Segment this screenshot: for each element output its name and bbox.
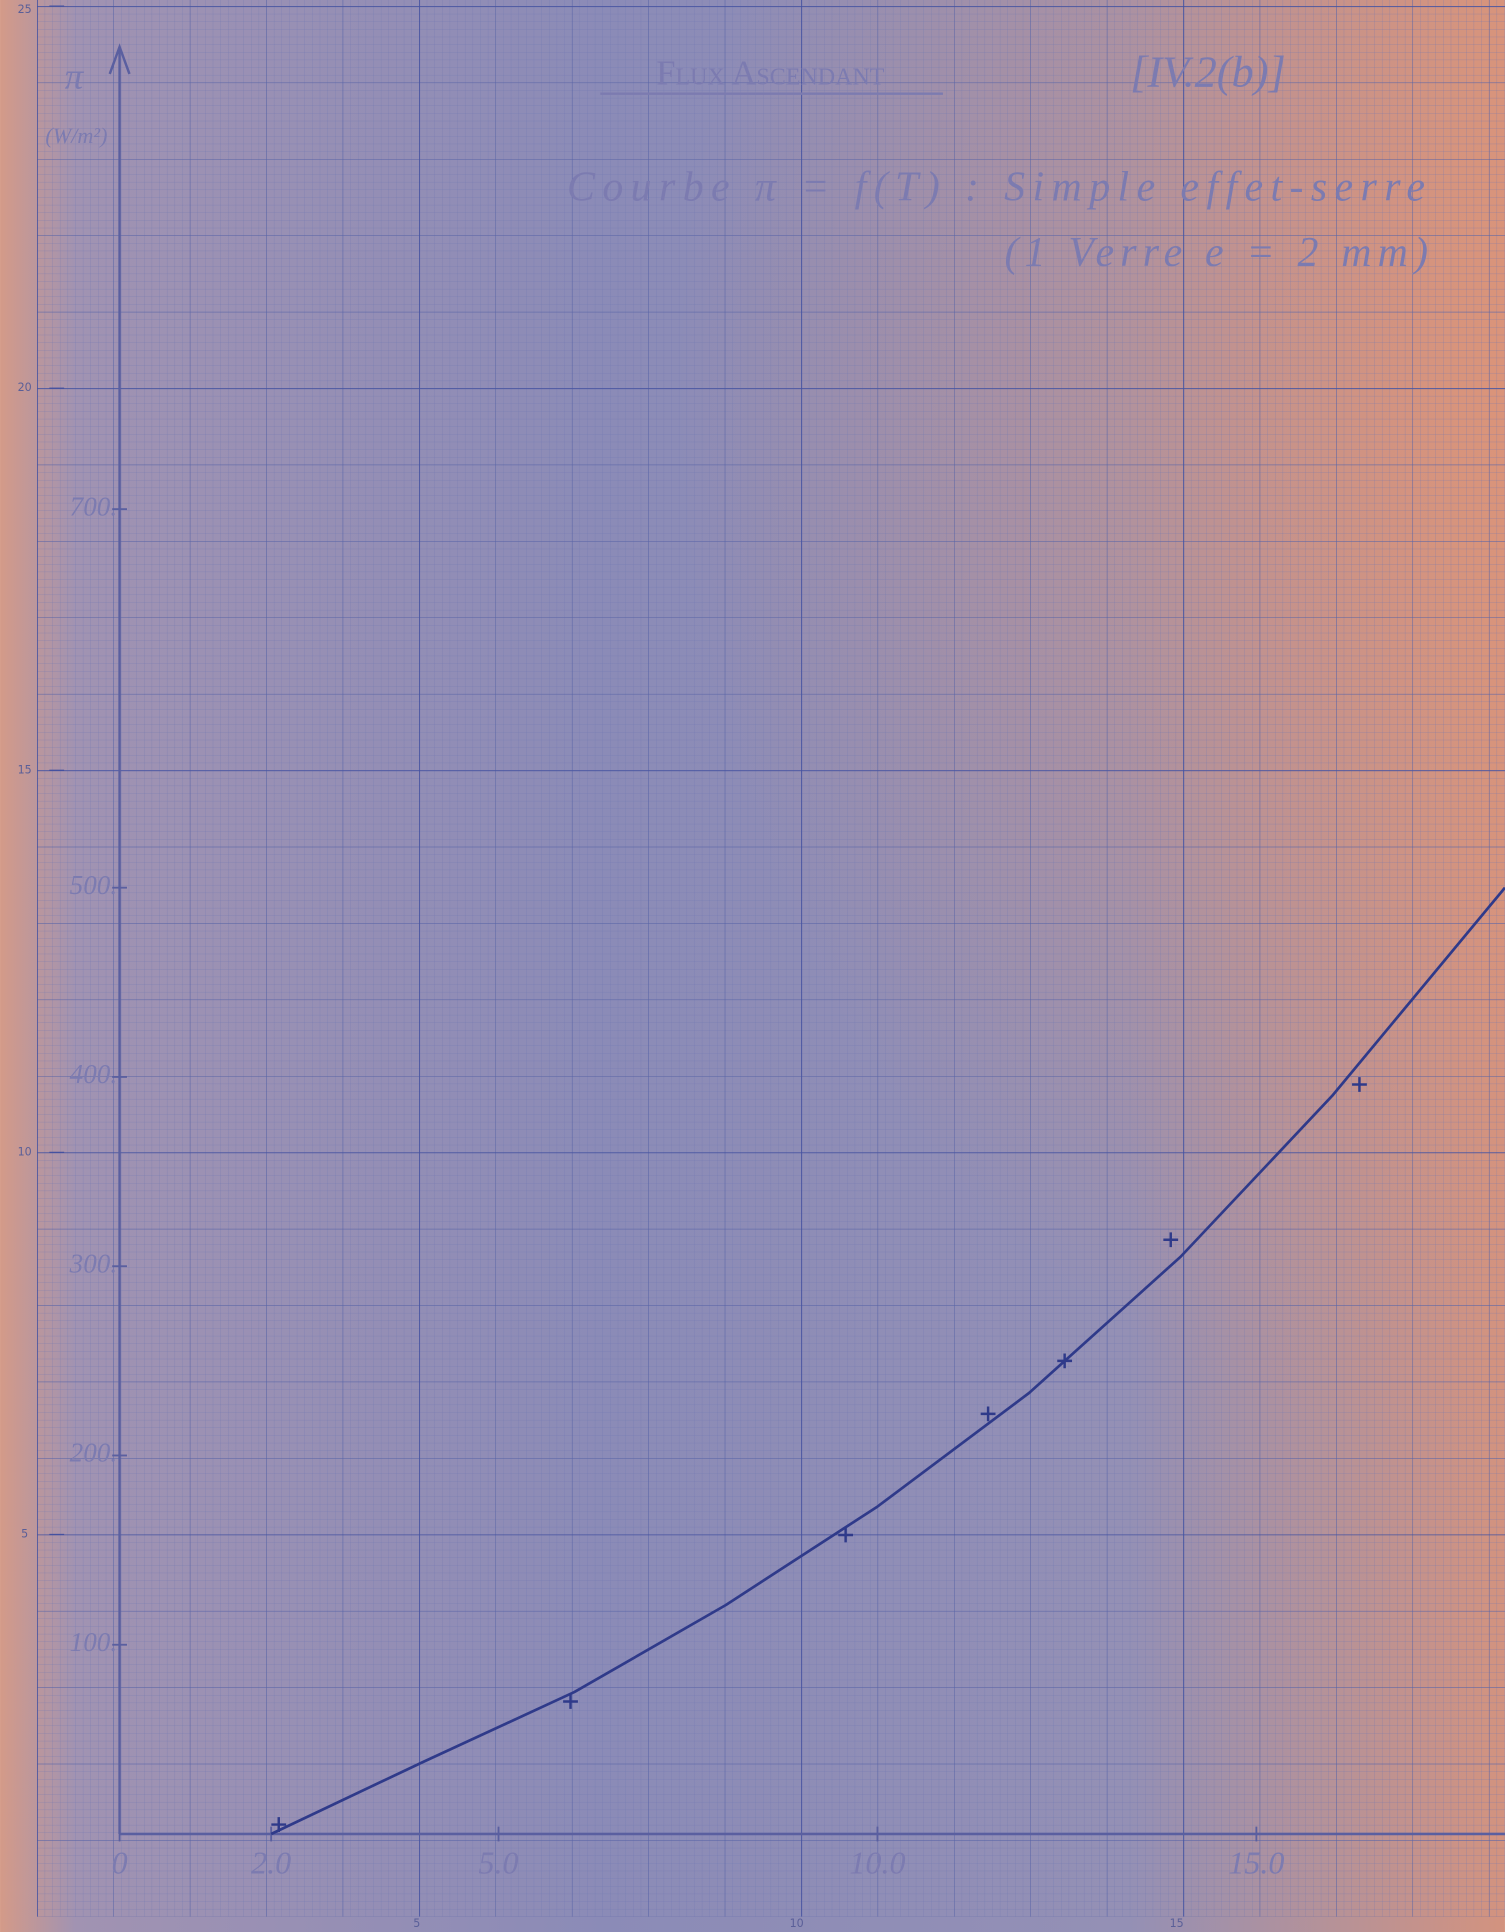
x-tick-label: 15.0 xyxy=(1228,1844,1284,1880)
page: Flux Ascendant [IV.2(b)] Courbe π = f(T)… xyxy=(0,0,1505,1932)
y-tick-label: 100. xyxy=(70,1627,117,1657)
paper-scale-label: 5 xyxy=(413,1917,420,1930)
y-axis-unit: (W/m²) xyxy=(45,123,107,148)
chart-note: (1 Verre e = 2 mm) xyxy=(1005,230,1435,276)
chart-subtitle: Courbe π = f(T) : Simple effet-serre xyxy=(567,165,1432,211)
x-tick-label: 5.0 xyxy=(479,1844,519,1880)
paper-scale-label: 25 xyxy=(18,3,32,16)
y-axis-label: π xyxy=(65,56,85,97)
paper-scale-label: 20 xyxy=(18,381,32,394)
y-tick-label: 200. xyxy=(70,1438,117,1468)
y-tick-label: 700. xyxy=(70,491,117,521)
y-tick-label: 500. xyxy=(70,870,117,900)
paper-scale-label: 10 xyxy=(18,1145,32,1158)
paper-scale-label: 15 xyxy=(1170,1917,1184,1930)
figure-ref: [IV.2(b)] xyxy=(1130,47,1286,97)
paper-scale-label: 5 xyxy=(21,1527,28,1540)
paper-scale-label: 10 xyxy=(790,1917,804,1930)
chart: Flux Ascendant [IV.2(b)] Courbe π = f(T)… xyxy=(0,0,1505,1932)
chart-title: Flux Ascendant xyxy=(656,54,884,92)
x-tick-label: 0 xyxy=(112,1844,128,1880)
y-tick-label: 400. xyxy=(70,1059,117,1089)
x-tick-label: 10.0 xyxy=(849,1844,905,1880)
y-tick-label: 300. xyxy=(69,1248,117,1278)
paper-scale-label: 15 xyxy=(18,763,32,776)
x-tick-label: 2.0 xyxy=(251,1844,291,1880)
paper-grid xyxy=(37,0,1505,1917)
